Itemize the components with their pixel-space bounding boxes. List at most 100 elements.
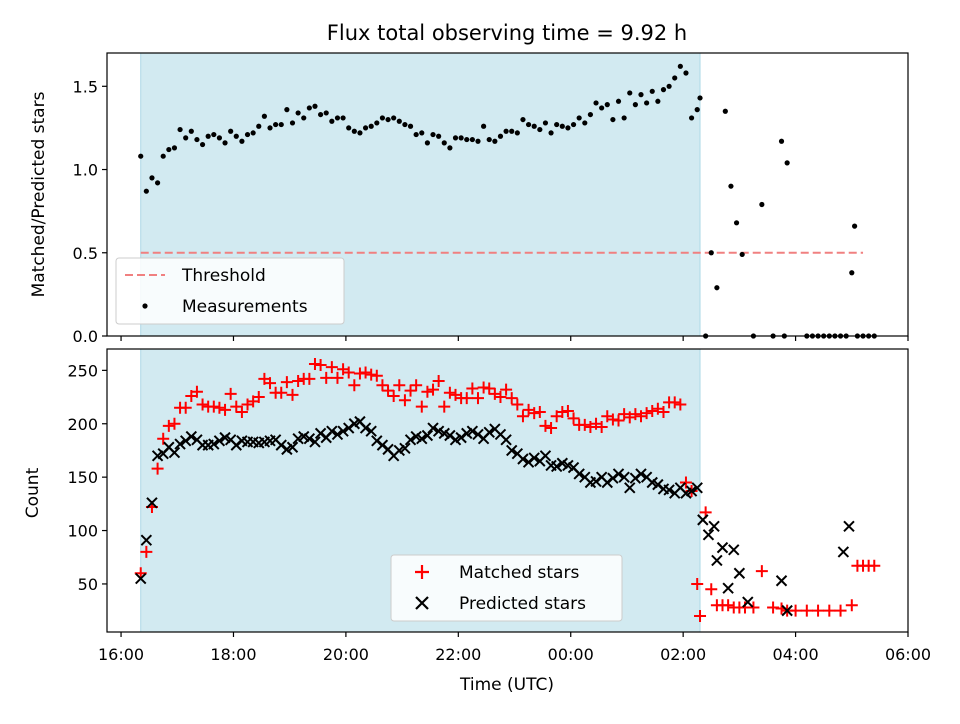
- matched-star-point: [325, 361, 338, 374]
- matched-star-point: [393, 379, 406, 392]
- predicted-star-point: [517, 453, 529, 465]
- measurement-point: [525, 121, 532, 128]
- measurement-point: [334, 115, 341, 121]
- matched-star-point: [443, 386, 456, 399]
- predicted-star-point: [359, 422, 372, 434]
- bottom-y-tick-label: 250: [67, 361, 98, 380]
- matched-star-point: [567, 412, 580, 425]
- measurement-point: [199, 141, 206, 148]
- matched-star-point: [483, 382, 496, 395]
- matched-star-point: [230, 400, 243, 413]
- matched-star-point: [471, 392, 484, 405]
- measurement-point: [160, 153, 166, 159]
- measurement-point: [694, 107, 700, 113]
- matched-star-point: [755, 565, 768, 578]
- matched-star-point: [207, 400, 220, 413]
- matched-star-point: [398, 394, 411, 407]
- measurement-point: [430, 131, 436, 138]
- measurement-point: [615, 98, 622, 104]
- matched-star-point: [823, 604, 836, 617]
- matched-star-point: [387, 389, 400, 402]
- predicted-star-point: [624, 482, 636, 494]
- measurement-point: [295, 110, 301, 116]
- matched-star-point: [679, 476, 692, 489]
- measurement-point: [143, 188, 149, 194]
- measurement-point: [301, 115, 307, 121]
- bottom-y-tick-label: 150: [67, 468, 98, 487]
- predicted-star-point: [399, 442, 411, 455]
- measurement-point: [621, 115, 627, 121]
- top-legend-box: [115, 257, 345, 325]
- chart-title: Flux total observing time = 9.92 h: [327, 21, 687, 45]
- matched-star-point: [432, 375, 445, 388]
- measurement-point: [239, 138, 245, 144]
- measurement-point: [548, 130, 554, 136]
- bottom-axes-frame: [106, 348, 909, 633]
- measurement-point: [554, 121, 560, 128]
- measurement-point: [458, 135, 464, 141]
- matched-star-point: [320, 371, 333, 384]
- matched-star-point: [140, 545, 153, 558]
- measurement-point: [154, 180, 161, 186]
- x-tick-label: 20:00: [323, 645, 369, 664]
- matched-star-point: [494, 391, 507, 404]
- predicted-star-point: [663, 484, 675, 496]
- x-tick-label: 06:00: [885, 645, 931, 664]
- measurement-point: [610, 116, 616, 123]
- predicted-star-point: [697, 514, 709, 526]
- predicted-star-point: [612, 468, 625, 480]
- matched-star-point: [539, 419, 552, 432]
- measurement-point: [759, 201, 765, 208]
- measurement-point: [396, 118, 402, 124]
- predicted-star-point: [146, 497, 158, 509]
- measurement-point: [149, 175, 155, 181]
- matched-star-point: [500, 383, 513, 396]
- matched-star-point: [545, 422, 558, 435]
- measurement-point: [542, 120, 549, 126]
- predicted-legend-label: Predicted stars: [459, 594, 586, 614]
- matched-star-point: [342, 366, 355, 379]
- measurement-point: [503, 128, 509, 134]
- measurement-point: [582, 120, 588, 126]
- predicted-legend-swatch: [415, 596, 429, 610]
- measurement-point: [593, 100, 599, 106]
- matched-star-point: [365, 368, 378, 381]
- predicted-star-point: [213, 435, 226, 447]
- matched-star-point: [235, 406, 248, 419]
- predicted-star-point: [685, 485, 698, 497]
- top-measurement-points: [138, 63, 877, 339]
- measurement-point: [357, 130, 363, 136]
- measurement-point: [627, 90, 633, 96]
- measurement-point: [306, 105, 312, 111]
- x-tick-label: 22:00: [435, 645, 481, 664]
- measurement-point: [649, 88, 655, 94]
- matched-star-point: [438, 400, 451, 413]
- matched-legend-swatch: [415, 565, 429, 579]
- matched-star-point: [612, 414, 625, 427]
- top-y-axis-label: Matched/Predicted stars: [29, 91, 49, 297]
- matched-star-point: [868, 559, 881, 572]
- matched-star-point: [303, 372, 316, 385]
- predicted-star-point: [528, 452, 540, 464]
- measurement-point: [728, 183, 734, 189]
- measurement-point: [278, 121, 284, 128]
- measurement-point: [340, 115, 346, 121]
- matched-star-point: [578, 418, 591, 431]
- measurement-point: [576, 115, 582, 121]
- measurement-point: [486, 136, 492, 143]
- measurement-point: [261, 113, 267, 119]
- predicted-star-point: [573, 468, 585, 480]
- matched-star-point: [190, 385, 203, 398]
- bottom-y-tick-label: 100: [67, 522, 98, 541]
- predicted-star-point: [303, 432, 316, 445]
- matched-star-point: [410, 379, 423, 392]
- measurement-point: [660, 87, 667, 93]
- measurement-point: [233, 133, 239, 139]
- predicted-star-point: [483, 426, 495, 439]
- predicted-star-point: [421, 429, 434, 442]
- measurement-point: [374, 120, 380, 126]
- measurement-point: [559, 123, 565, 129]
- matched-star-point: [516, 410, 529, 423]
- measurement-point: [441, 140, 447, 146]
- bottom-panel: 50 100 150 200 250 16:00 18:00 20:00 22:00 00:00…: [23, 348, 931, 695]
